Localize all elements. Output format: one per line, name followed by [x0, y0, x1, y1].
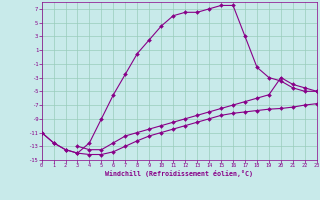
X-axis label: Windchill (Refroidissement éolien,°C): Windchill (Refroidissement éolien,°C) [105, 170, 253, 177]
